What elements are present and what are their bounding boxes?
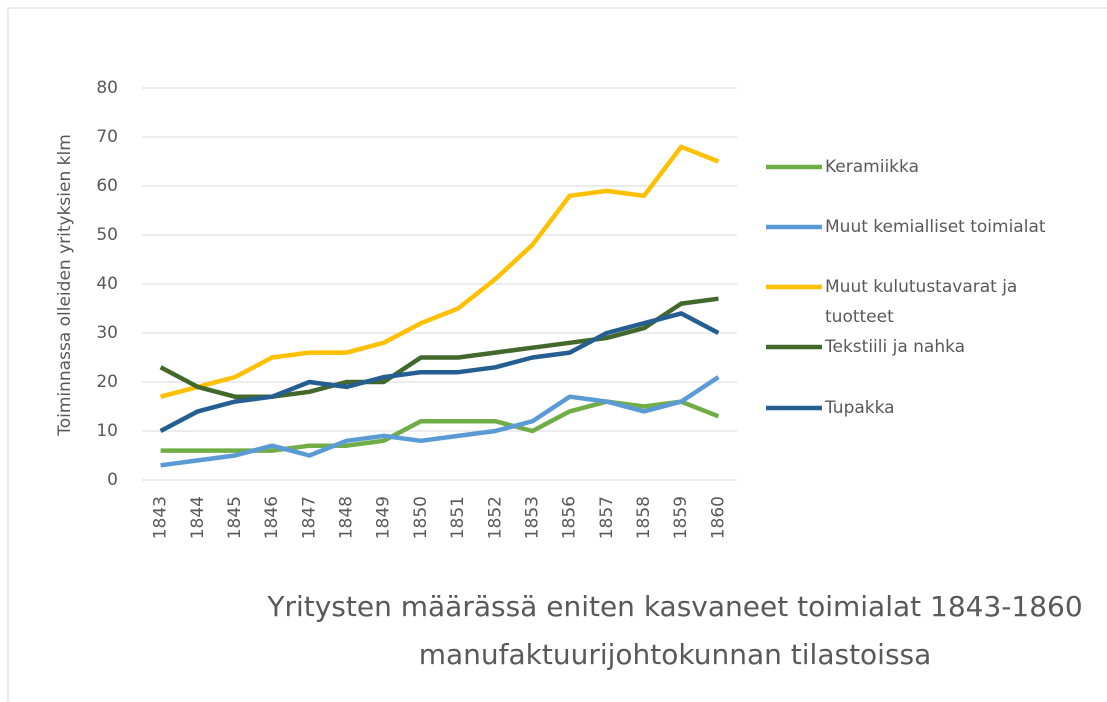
x-tick-label: 1847 <box>299 496 319 539</box>
line <box>159 311 720 433</box>
x-tick-label: 1860 <box>708 496 728 539</box>
line <box>159 296 719 399</box>
y-tick-label: 30 <box>96 323 118 343</box>
y-tick-label: 0 <box>107 470 118 490</box>
x-tick-label: 1851 <box>448 496 468 539</box>
legend-label: Keramiikka <box>825 157 919 177</box>
x-tick-label: 1853 <box>522 496 542 539</box>
x-tick-label: 1846 <box>262 496 282 539</box>
x-tick-label: 1859 <box>671 496 691 539</box>
x-tick-label: 1849 <box>374 496 394 539</box>
legend-label: Tupakka <box>825 398 895 418</box>
y-tick-label: 70 <box>96 127 118 147</box>
x-tick-label: 1844 <box>188 496 208 539</box>
x-tick-label: 1843 <box>151 496 171 539</box>
y-axis-label: Toiminnassa olleiden yrityksien klm <box>55 134 75 437</box>
chart-title: Yritysten määrässä eniten kasvaneet toim… <box>267 590 1083 671</box>
x-tick-label: 1856 <box>560 496 580 539</box>
x-tick-label: 1848 <box>337 496 357 539</box>
x-tick-label: 1858 <box>634 496 654 539</box>
y-tick-label: 60 <box>96 176 118 196</box>
y-tick-label: 20 <box>96 372 118 392</box>
y-tick-label: 40 <box>96 274 118 294</box>
y-tick-label: 80 <box>96 78 118 98</box>
y-tick-label: 50 <box>96 225 118 245</box>
legend-label: Muut kulutustavarat ja tuotteet <box>825 277 1018 327</box>
line <box>160 375 720 468</box>
x-tick-label: 1852 <box>485 496 505 539</box>
x-tick-label: 1845 <box>225 496 245 539</box>
frame <box>7 7 1107 702</box>
x-tick-label: 1857 <box>597 496 617 539</box>
legend-label: Tekstiili ja nahka <box>825 337 966 357</box>
line <box>160 144 720 399</box>
x-tick-label: 1850 <box>411 496 431 539</box>
y-tick-label: 10 <box>96 421 118 441</box>
legend-label: Muut kemialliset toimialat <box>825 217 1046 237</box>
